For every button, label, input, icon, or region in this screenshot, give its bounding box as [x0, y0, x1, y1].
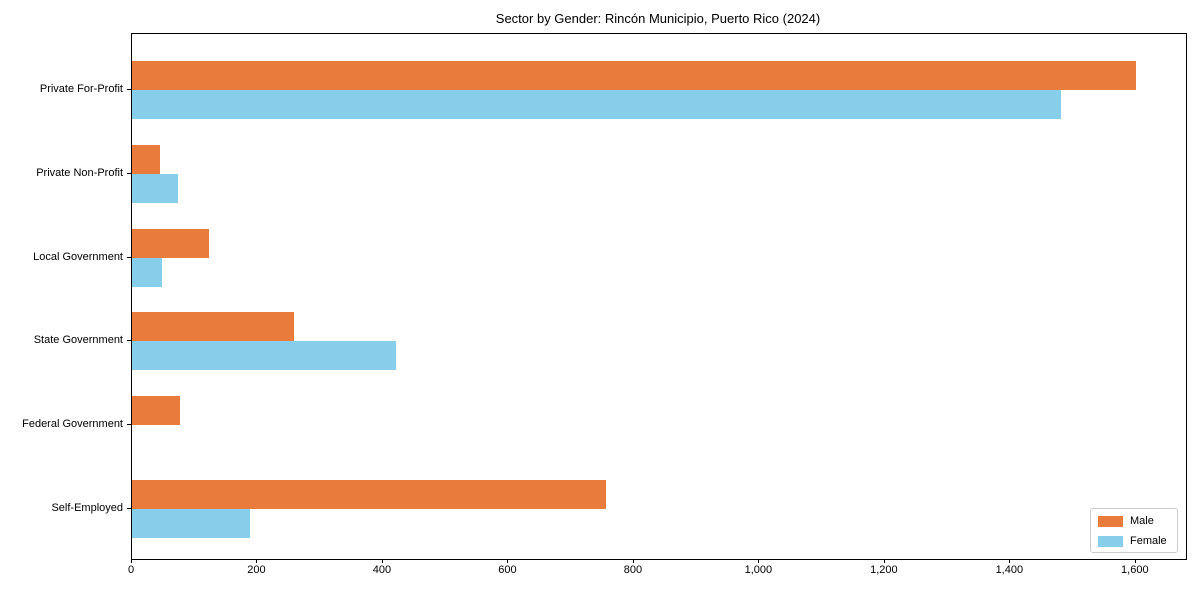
x-tick-label: 1,400	[995, 564, 1024, 576]
y-tick-label-local-government: Local Government	[33, 250, 123, 263]
x-tick-label: 1,600	[1121, 564, 1149, 576]
bar-male-federal-government	[132, 396, 180, 426]
x-tick-mark	[131, 559, 132, 563]
bar-female-self-employed	[132, 509, 250, 538]
plot-area	[131, 33, 1187, 560]
x-tick-mark	[883, 559, 885, 563]
bar-female-state-government	[132, 341, 396, 371]
legend-label-male: Male	[1130, 515, 1154, 527]
x-tick-label: 1,000	[744, 564, 773, 576]
male-swatch-icon	[1098, 515, 1123, 527]
female-swatch-icon	[1098, 535, 1123, 547]
bar-male-private-non-profit	[132, 144, 161, 174]
chart-title: Sector by Gender: Rincón Municipio, Puer…	[495, 11, 821, 26]
x-tick-label: 200	[247, 564, 266, 576]
legend-item-female: Female	[1098, 535, 1170, 547]
x-tick-label: 400	[372, 564, 392, 576]
bar-female-local-government	[132, 257, 163, 287]
y-tick-label-state-government: State Government	[33, 334, 123, 347]
x-tick-mark	[1134, 559, 1136, 563]
y-tick-mark	[127, 340, 131, 342]
legend-label-female: Female	[1130, 535, 1167, 547]
x-tick-mark	[758, 559, 760, 563]
x-tick-mark	[381, 559, 383, 563]
y-tick-mark	[127, 172, 131, 174]
y-tick-mark	[127, 508, 131, 509]
x-tick-mark	[632, 559, 634, 563]
y-tick-mark	[127, 424, 131, 426]
y-tick-label-private-non-profit: Private Non-Profit	[36, 166, 123, 179]
y-tick-mark	[127, 256, 131, 258]
legend-item-male: Male	[1098, 515, 1170, 527]
y-tick-mark	[127, 89, 131, 90]
bar-male-private-for-profit	[132, 61, 1136, 90]
x-tick-label: 0	[127, 564, 135, 576]
x-tick-mark	[507, 559, 509, 563]
bar-female-private-non-profit	[132, 173, 178, 203]
x-tick-label: 800	[623, 564, 643, 576]
x-tick-label: 1,200	[870, 564, 898, 576]
y-tick-label-self-employed: Self-Employed	[51, 502, 123, 514]
bar-male-self-employed	[132, 480, 606, 509]
bar-female-private-for-profit	[132, 90, 1061, 119]
x-tick-mark	[1009, 559, 1011, 563]
legend: Male Female	[1090, 508, 1178, 553]
x-tick-mark	[256, 559, 258, 563]
bar-male-local-government	[132, 228, 209, 258]
bar-male-state-government	[132, 312, 294, 342]
y-tick-label-private-for-profit: Private For-Profit	[39, 83, 123, 95]
x-tick-label: 600	[498, 564, 517, 576]
y-tick-label-federal-government: Federal Government	[22, 418, 123, 431]
